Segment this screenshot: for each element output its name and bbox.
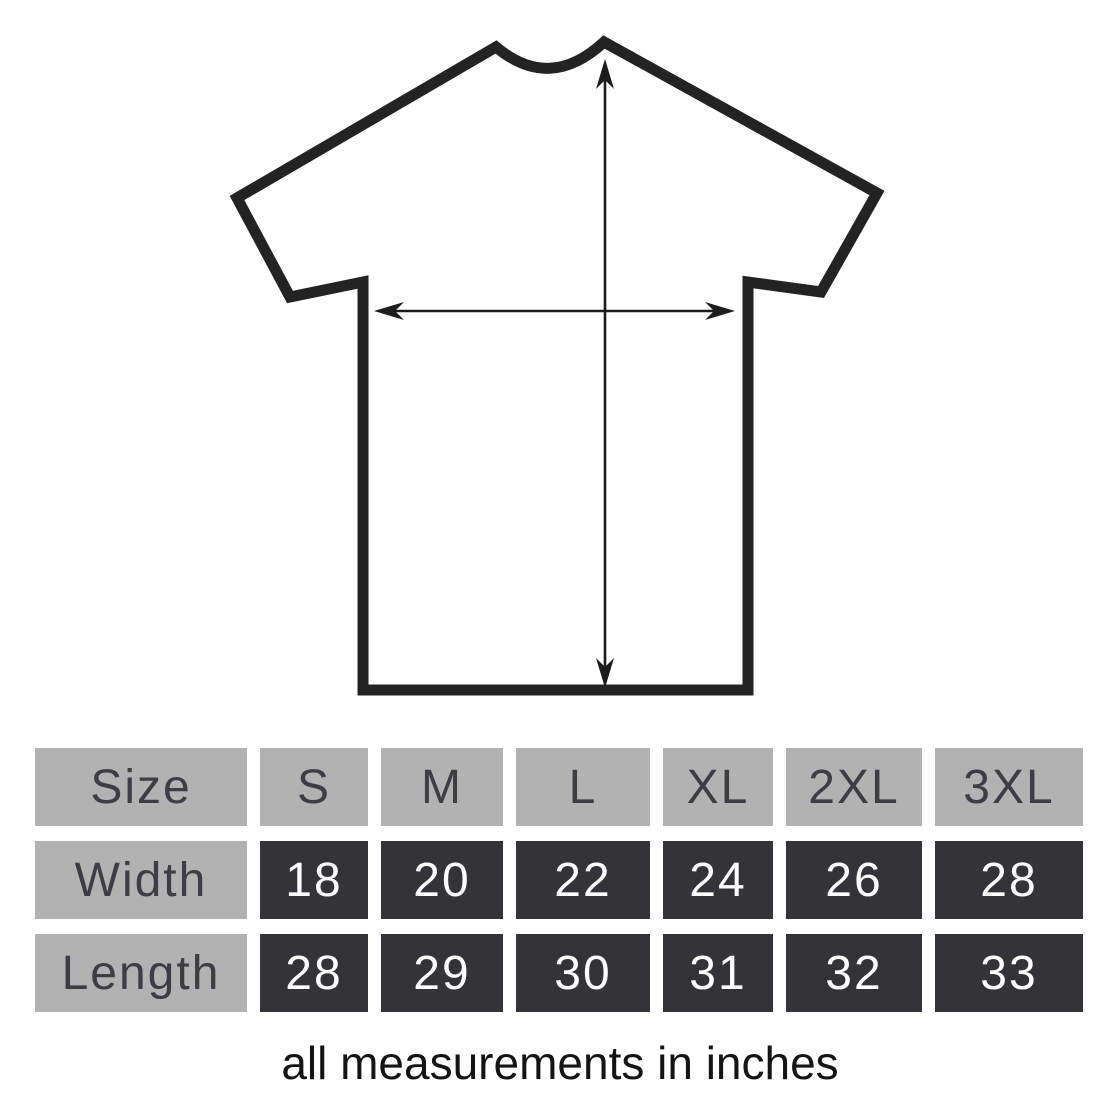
length-arrow — [596, 59, 614, 688]
length-value-2xl: 32 — [786, 934, 922, 1012]
width-arrow — [374, 302, 735, 320]
header-cell-3xl: 3XL — [935, 748, 1083, 826]
width-value-3xl: 28 — [935, 841, 1083, 919]
tshirt-outline — [229, 35, 885, 696]
header-cell-size: Size — [35, 748, 247, 826]
header-cell-xl: XL — [663, 748, 773, 826]
length-value-3xl: 33 — [935, 934, 1083, 1012]
header-cell-s: S — [260, 748, 368, 826]
measurement-unit-note: all measurements in inches — [281, 1037, 839, 1089]
row-label-width: Width — [35, 841, 247, 919]
row-label-length: Length — [35, 934, 247, 1012]
header-cell-m: M — [381, 748, 503, 826]
width-value-m: 20 — [381, 841, 503, 919]
width-value-2xl: 26 — [786, 841, 922, 919]
width-value-s: 18 — [260, 841, 368, 919]
length-value-m: 29 — [381, 934, 503, 1012]
width-value-l: 22 — [516, 841, 650, 919]
length-value-l: 30 — [516, 934, 650, 1012]
header-cell-2xl: 2XL — [786, 748, 922, 826]
header-cell-l: L — [516, 748, 650, 826]
length-value-s: 28 — [260, 934, 368, 1012]
tshirt-diagram — [229, 35, 885, 696]
length-value-xl: 31 — [663, 934, 773, 1012]
size-table: Size S M L XL 2XL 3XL Width 18 20 22 24 … — [35, 748, 1083, 1012]
width-value-xl: 24 — [663, 841, 773, 919]
